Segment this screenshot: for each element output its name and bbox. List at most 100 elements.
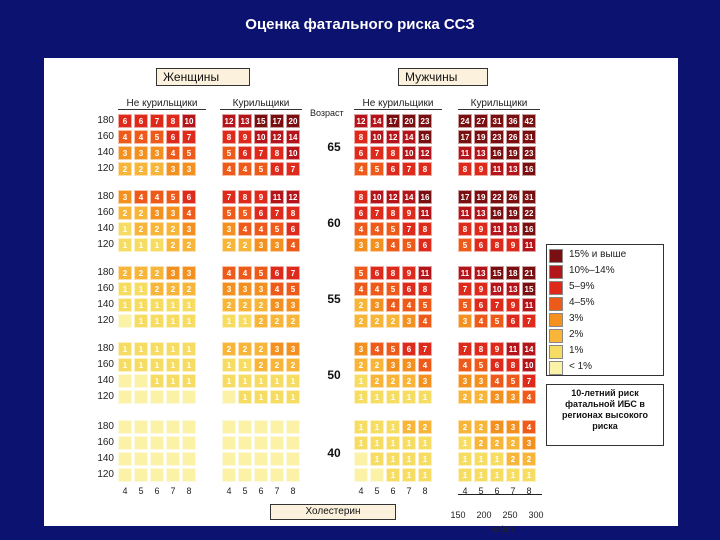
risk-cell <box>166 468 180 482</box>
women-nonsmokers-header: Не курильщики <box>118 98 206 110</box>
risk-cell: 17 <box>458 190 472 204</box>
systolic-tick: 160 <box>97 207 114 218</box>
risk-cell <box>118 420 132 434</box>
risk-cell: 3 <box>270 298 284 312</box>
risk-cell: 1 <box>354 420 368 434</box>
cholesterol-tick: 6 <box>494 486 500 496</box>
risk-cell: 2 <box>150 162 164 176</box>
risk-cell: 9 <box>254 190 268 204</box>
risk-cell: 1 <box>402 452 416 466</box>
risk-cell: 42 <box>522 114 536 128</box>
risk-cell: 3 <box>166 266 180 280</box>
risk-cell: 7 <box>182 130 196 144</box>
systolic-tick: 180 <box>97 421 114 432</box>
legend-label: 3% <box>569 313 584 324</box>
risk-cell: 6 <box>474 238 488 252</box>
risk-cell: 13 <box>506 282 520 296</box>
cholesterol-tick: 5 <box>242 486 248 496</box>
cholesterol-tick: 5 <box>138 486 144 496</box>
risk-cell: 3 <box>254 238 268 252</box>
risk-cell: 4 <box>370 222 384 236</box>
risk-cell: 6 <box>354 146 368 160</box>
risk-cell: 7 <box>458 282 472 296</box>
legend-swatch <box>549 297 563 311</box>
risk-cell: 7 <box>522 374 536 388</box>
risk-cell: 16 <box>522 222 536 236</box>
risk-cell: 12 <box>386 190 400 204</box>
mgdl-tick: 150 <box>450 510 466 520</box>
risk-cell: 3 <box>458 314 472 328</box>
risk-cell: 2 <box>490 436 504 450</box>
risk-cell: 4 <box>150 190 164 204</box>
risk-cell: 4 <box>238 222 252 236</box>
risk-cell: 1 <box>286 374 300 388</box>
risk-cell: 2 <box>134 222 148 236</box>
risk-cell: 11 <box>458 146 472 160</box>
cholesterol-tick: 7 <box>274 486 280 496</box>
risk-cell: 2 <box>254 298 268 312</box>
risk-cell <box>238 436 252 450</box>
risk-cell: 2 <box>386 374 400 388</box>
risk-cell: 7 <box>286 162 300 176</box>
risk-cell: 8 <box>166 114 180 128</box>
risk-cell: 8 <box>490 238 504 252</box>
legend-label: 2% <box>569 329 584 340</box>
risk-cell <box>222 420 236 434</box>
men-nonsmokers-header: Не курильщики <box>354 98 442 110</box>
risk-cell: 11 <box>418 206 432 220</box>
risk-cell: 1 <box>474 468 488 482</box>
systolic-tick: 160 <box>97 437 114 448</box>
risk-cell <box>254 420 268 434</box>
cholesterol-tick: 6 <box>258 486 264 496</box>
risk-cell: 11 <box>506 342 520 356</box>
risk-cell: 7 <box>150 114 164 128</box>
risk-cell: 6 <box>134 114 148 128</box>
cholesterol-tick: 8 <box>526 486 532 496</box>
risk-cell: 1 <box>402 436 416 450</box>
risk-cell: 2 <box>118 266 132 280</box>
risk-cell: 3 <box>270 238 284 252</box>
risk-cell: 3 <box>166 206 180 220</box>
risk-cell <box>150 468 164 482</box>
risk-cell: 3 <box>118 146 132 160</box>
risk-cell: 31 <box>522 130 536 144</box>
risk-cell: 4 <box>418 358 432 372</box>
risk-cell: 1 <box>222 374 236 388</box>
risk-cell: 6 <box>386 162 400 176</box>
risk-cell: 2 <box>474 420 488 434</box>
risk-cell: 23 <box>522 146 536 160</box>
systolic-tick: 180 <box>97 115 114 126</box>
risk-cell: 5 <box>238 206 252 220</box>
risk-cell: 7 <box>270 206 284 220</box>
risk-cell: 16 <box>418 190 432 204</box>
risk-cell: 11 <box>418 266 432 280</box>
risk-cell: 1 <box>458 436 472 450</box>
risk-cell: 1 <box>386 452 400 466</box>
cholesterol-tick: 7 <box>510 486 516 496</box>
risk-cell: 8 <box>458 162 472 176</box>
cholesterol-tick: 8 <box>290 486 296 496</box>
risk-cell: 11 <box>522 238 536 252</box>
risk-cell: 27 <box>474 114 488 128</box>
risk-cell: 2 <box>270 358 284 372</box>
risk-cell: 2 <box>458 390 472 404</box>
risk-cell: 5 <box>458 298 472 312</box>
legend-label: 4–5% <box>569 297 595 308</box>
mgdl-tick: 300 <box>528 510 544 520</box>
risk-cell: 2 <box>238 298 252 312</box>
risk-cell <box>134 436 148 450</box>
risk-cell: 14 <box>286 130 300 144</box>
risk-cell: 23 <box>490 130 504 144</box>
risk-cell: 4 <box>370 342 384 356</box>
risk-cell: 1 <box>354 436 368 450</box>
cholesterol-tick: 6 <box>390 486 396 496</box>
risk-cell: 6 <box>182 190 196 204</box>
risk-cell: 4 <box>354 162 368 176</box>
risk-cell: 2 <box>254 358 268 372</box>
risk-cell: 1 <box>238 374 252 388</box>
risk-cell: 1 <box>134 298 148 312</box>
age-label: 55 <box>327 292 341 306</box>
risk-cell: 5 <box>386 282 400 296</box>
systolic-tick: 120 <box>97 239 114 250</box>
legend-label: 5–9% <box>569 281 595 292</box>
